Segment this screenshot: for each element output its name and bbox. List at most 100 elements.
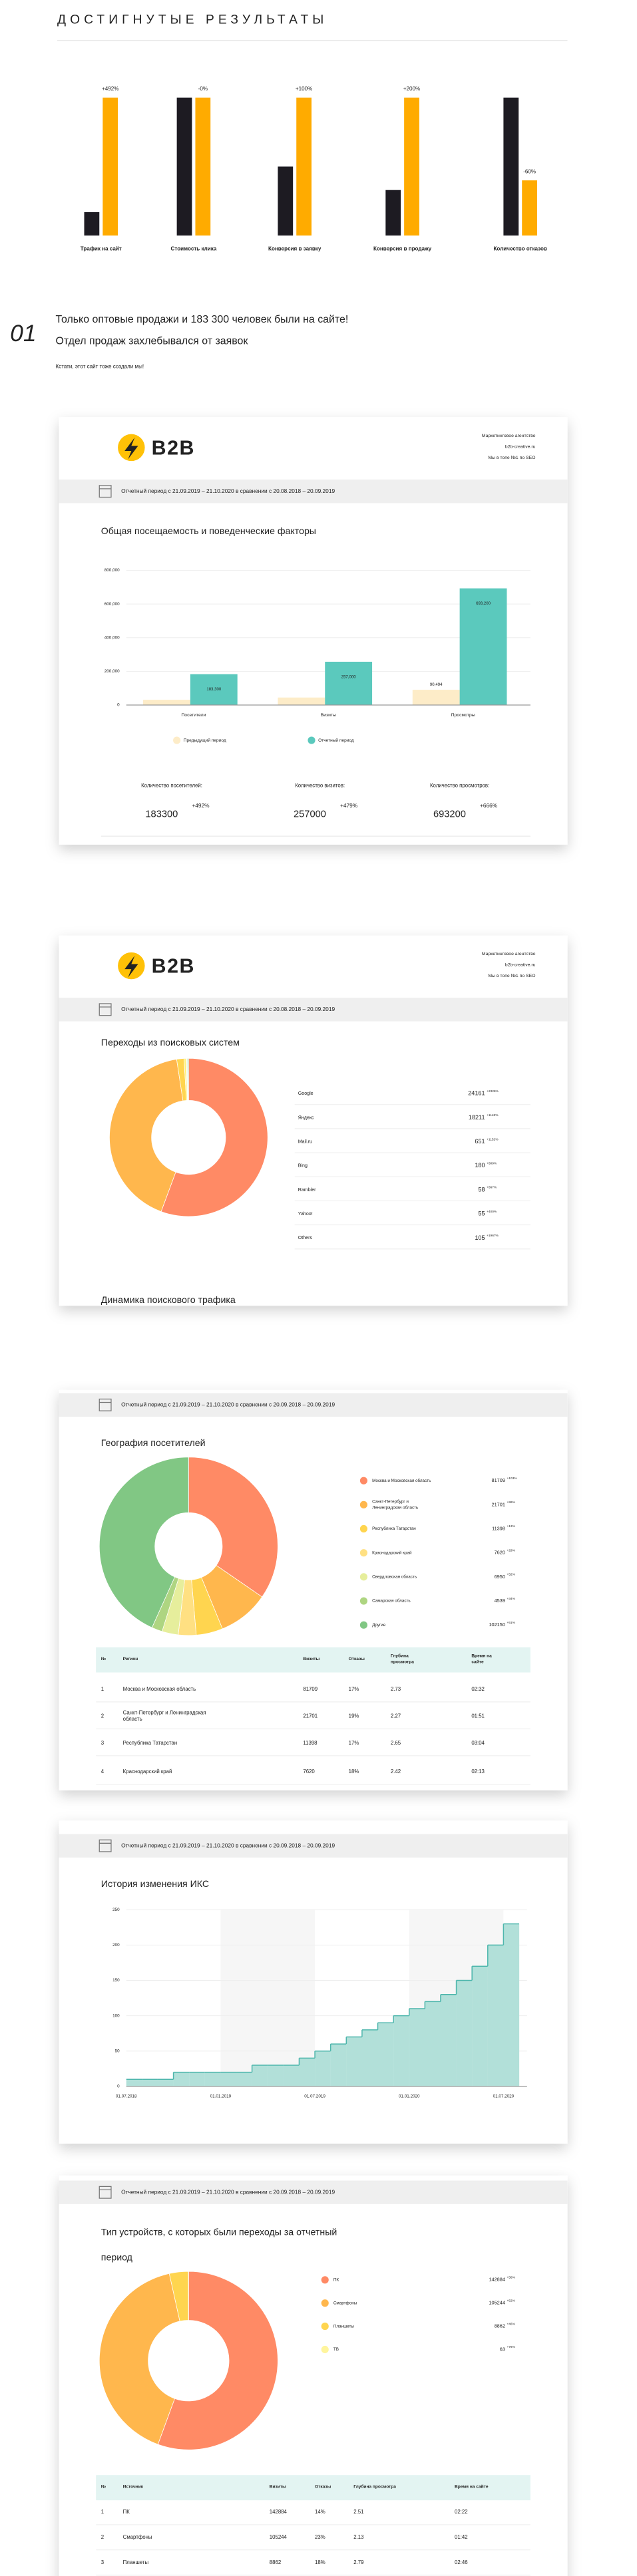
legend-dot [321,2276,329,2284]
category-label: Конверсия в заявку [268,246,321,252]
legend-value: 7620 [495,1550,505,1556]
category-label: Трафик на сайт [81,246,122,252]
period-bar [59,1834,568,1858]
table-cell: область [123,1716,142,1722]
table-cell: 18% [349,1769,359,1775]
legend-label: Республика Татарстан [372,1526,416,1531]
y-tick-label: 800,000 [105,568,120,573]
table-header: просмотра [391,1659,414,1664]
table-cell: 2.79 [353,2559,363,2565]
bar [195,97,211,236]
stat-label: Количество просмотров: [430,782,489,788]
table-cell: 8862 [270,2559,281,2565]
table-header: № [101,2485,106,2490]
bar [503,97,519,236]
pie-slice [99,2273,180,2445]
x-tick-label: Посетители [181,713,206,718]
table-cell: 11398 [303,1740,318,1746]
area-step [299,2058,316,2086]
logo-text: B2B [152,956,195,978]
bar [325,661,373,705]
legend-value: 21701 [492,1501,505,1507]
logo-bolt [124,955,138,978]
legend-dot [173,736,181,744]
area-step [236,2072,252,2086]
legend-label: Самарская область [372,1598,411,1604]
period-bar [59,2180,568,2204]
card-title: Переходы из поисковых систем [101,1038,240,1048]
period-bar [59,479,568,503]
y-tick-label: 600,000 [105,602,120,607]
stat-change: +479% [340,802,358,809]
legend-label: Краснодарский край [372,1550,412,1555]
legend-label: Яндекс [298,1115,314,1120]
legend-change: +51% [507,1621,515,1625]
table-cell: 2 [101,2534,104,2540]
y-tick-label: 100 [112,2013,120,2018]
bar [103,97,118,236]
area-step [189,2072,205,2086]
table-cell: 105244 [270,2534,288,2540]
table-cell: 21701 [303,1713,318,1719]
table-cell: 2.51 [353,2509,363,2515]
legend-value: 11398 [492,1525,505,1531]
pie-slice [160,1058,268,1217]
legend-value: 142884 [489,2277,505,2283]
logo-bolt [124,437,138,460]
y-tick-label: 250 [112,1908,120,1912]
agency-text: Маркетинговое агентство [482,434,536,438]
legend-value: 58 [478,1186,485,1193]
card-content: Отчетный период с 21.09.2019 – 21.10.202… [59,2180,568,2576]
stat-value: 693200 [433,809,466,819]
table-header-bg [96,1647,531,1673]
table-cell: Краснодарский край [123,1769,172,1775]
legend-change: +58% [507,2275,515,2279]
table-cell: 02:46 [455,2559,468,2565]
change-label: +200% [403,86,420,92]
table-header: Глубина [391,1653,409,1659]
y-tick-label: 400,000 [105,635,120,640]
table-header: Визиты [270,2485,286,2490]
next-title: Динамика поискового трафика [101,1295,236,1306]
table-cell: 2.27 [391,1713,401,1719]
area-step [204,2072,221,2086]
legend-change: +103% [507,1477,517,1481]
bar [84,212,100,236]
table-cell: Планшеты [123,2559,149,2565]
stat-label: Количество визитов: [295,782,345,788]
legend-label: Другие [372,1623,386,1628]
legend-value: 102150 [489,1622,505,1628]
legend-dot [321,2345,329,2354]
table-cell: 2.13 [353,2534,364,2540]
card-title: период [101,2253,133,2263]
table-header: Глубина просмотра [353,2484,396,2490]
legend-value: 63 [500,2346,505,2352]
stat-change: +492% [192,802,210,809]
legend-label: ТВ [333,2347,339,2352]
category-label: Количество отказов [493,246,546,252]
legend-label: Rambler [298,1187,316,1193]
period-bar [59,1393,568,1417]
table-header: сайте [471,1659,484,1664]
table-cell: Смартфоны [123,2534,152,2540]
area-step [377,2023,394,2086]
area-step [361,2029,378,2086]
y-tick-label: 200 [112,1943,120,1947]
table-cell: 2.73 [391,1686,401,1692]
bar [459,588,507,705]
legend-value: 81709 [492,1477,505,1483]
agency-text: b2b-creative.ru [505,963,536,968]
stat-value: 183300 [145,809,178,819]
legend-dot [359,1597,367,1605]
y-tick-label: 200,000 [105,669,120,674]
table-cell: 1 [101,1686,104,1692]
change-label: +492% [102,86,118,92]
x-tick-label: 01.07.2020 [493,2094,515,2099]
legend-label: Смартфоны [333,2301,357,2305]
legend-label: Yahoo! [298,1211,313,1216]
table-cell: 17% [349,1740,359,1746]
card-content: Отчетный период с 21.09.2019 – 21.10.202… [59,1393,568,1785]
legend-value: 8862 [495,2323,505,2329]
table-cell: 19% [349,1713,359,1719]
area-step [268,2065,284,2086]
